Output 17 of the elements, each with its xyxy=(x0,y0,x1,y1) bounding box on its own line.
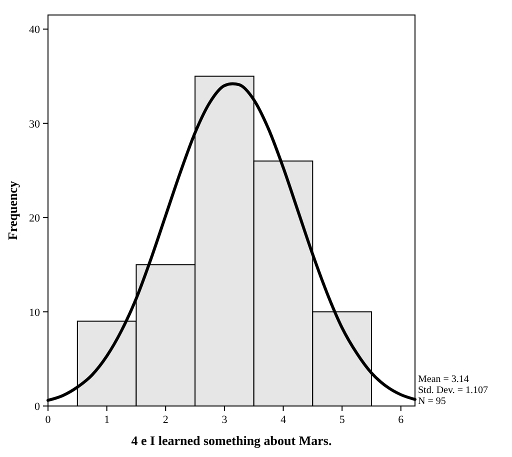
x-tick-label: 1 xyxy=(104,414,110,426)
x-tick-label: 6 xyxy=(398,414,404,426)
y-axis-title: Frequency xyxy=(5,180,20,240)
x-tick-label: 3 xyxy=(222,414,228,426)
x-tick-label: 0 xyxy=(45,414,52,426)
text: Std. Dev. = 1.107 xyxy=(418,385,488,396)
text: N = 95 xyxy=(418,396,446,407)
text: Mean = 3.14 xyxy=(418,374,469,385)
y-tick-label: 20 xyxy=(29,212,40,225)
x-tick-label: 5 xyxy=(339,414,346,426)
y-tick-label: 0 xyxy=(34,401,40,413)
x-tick-label: 2 xyxy=(162,414,168,426)
y-tick-label: 30 xyxy=(29,118,40,130)
x-axis-title: 4 e I learned something about Mars. xyxy=(131,433,332,448)
y-tick-label: 40 xyxy=(29,24,40,36)
x-tick-label: 4 xyxy=(280,414,287,426)
y-tick-label: 10 xyxy=(29,306,40,319)
